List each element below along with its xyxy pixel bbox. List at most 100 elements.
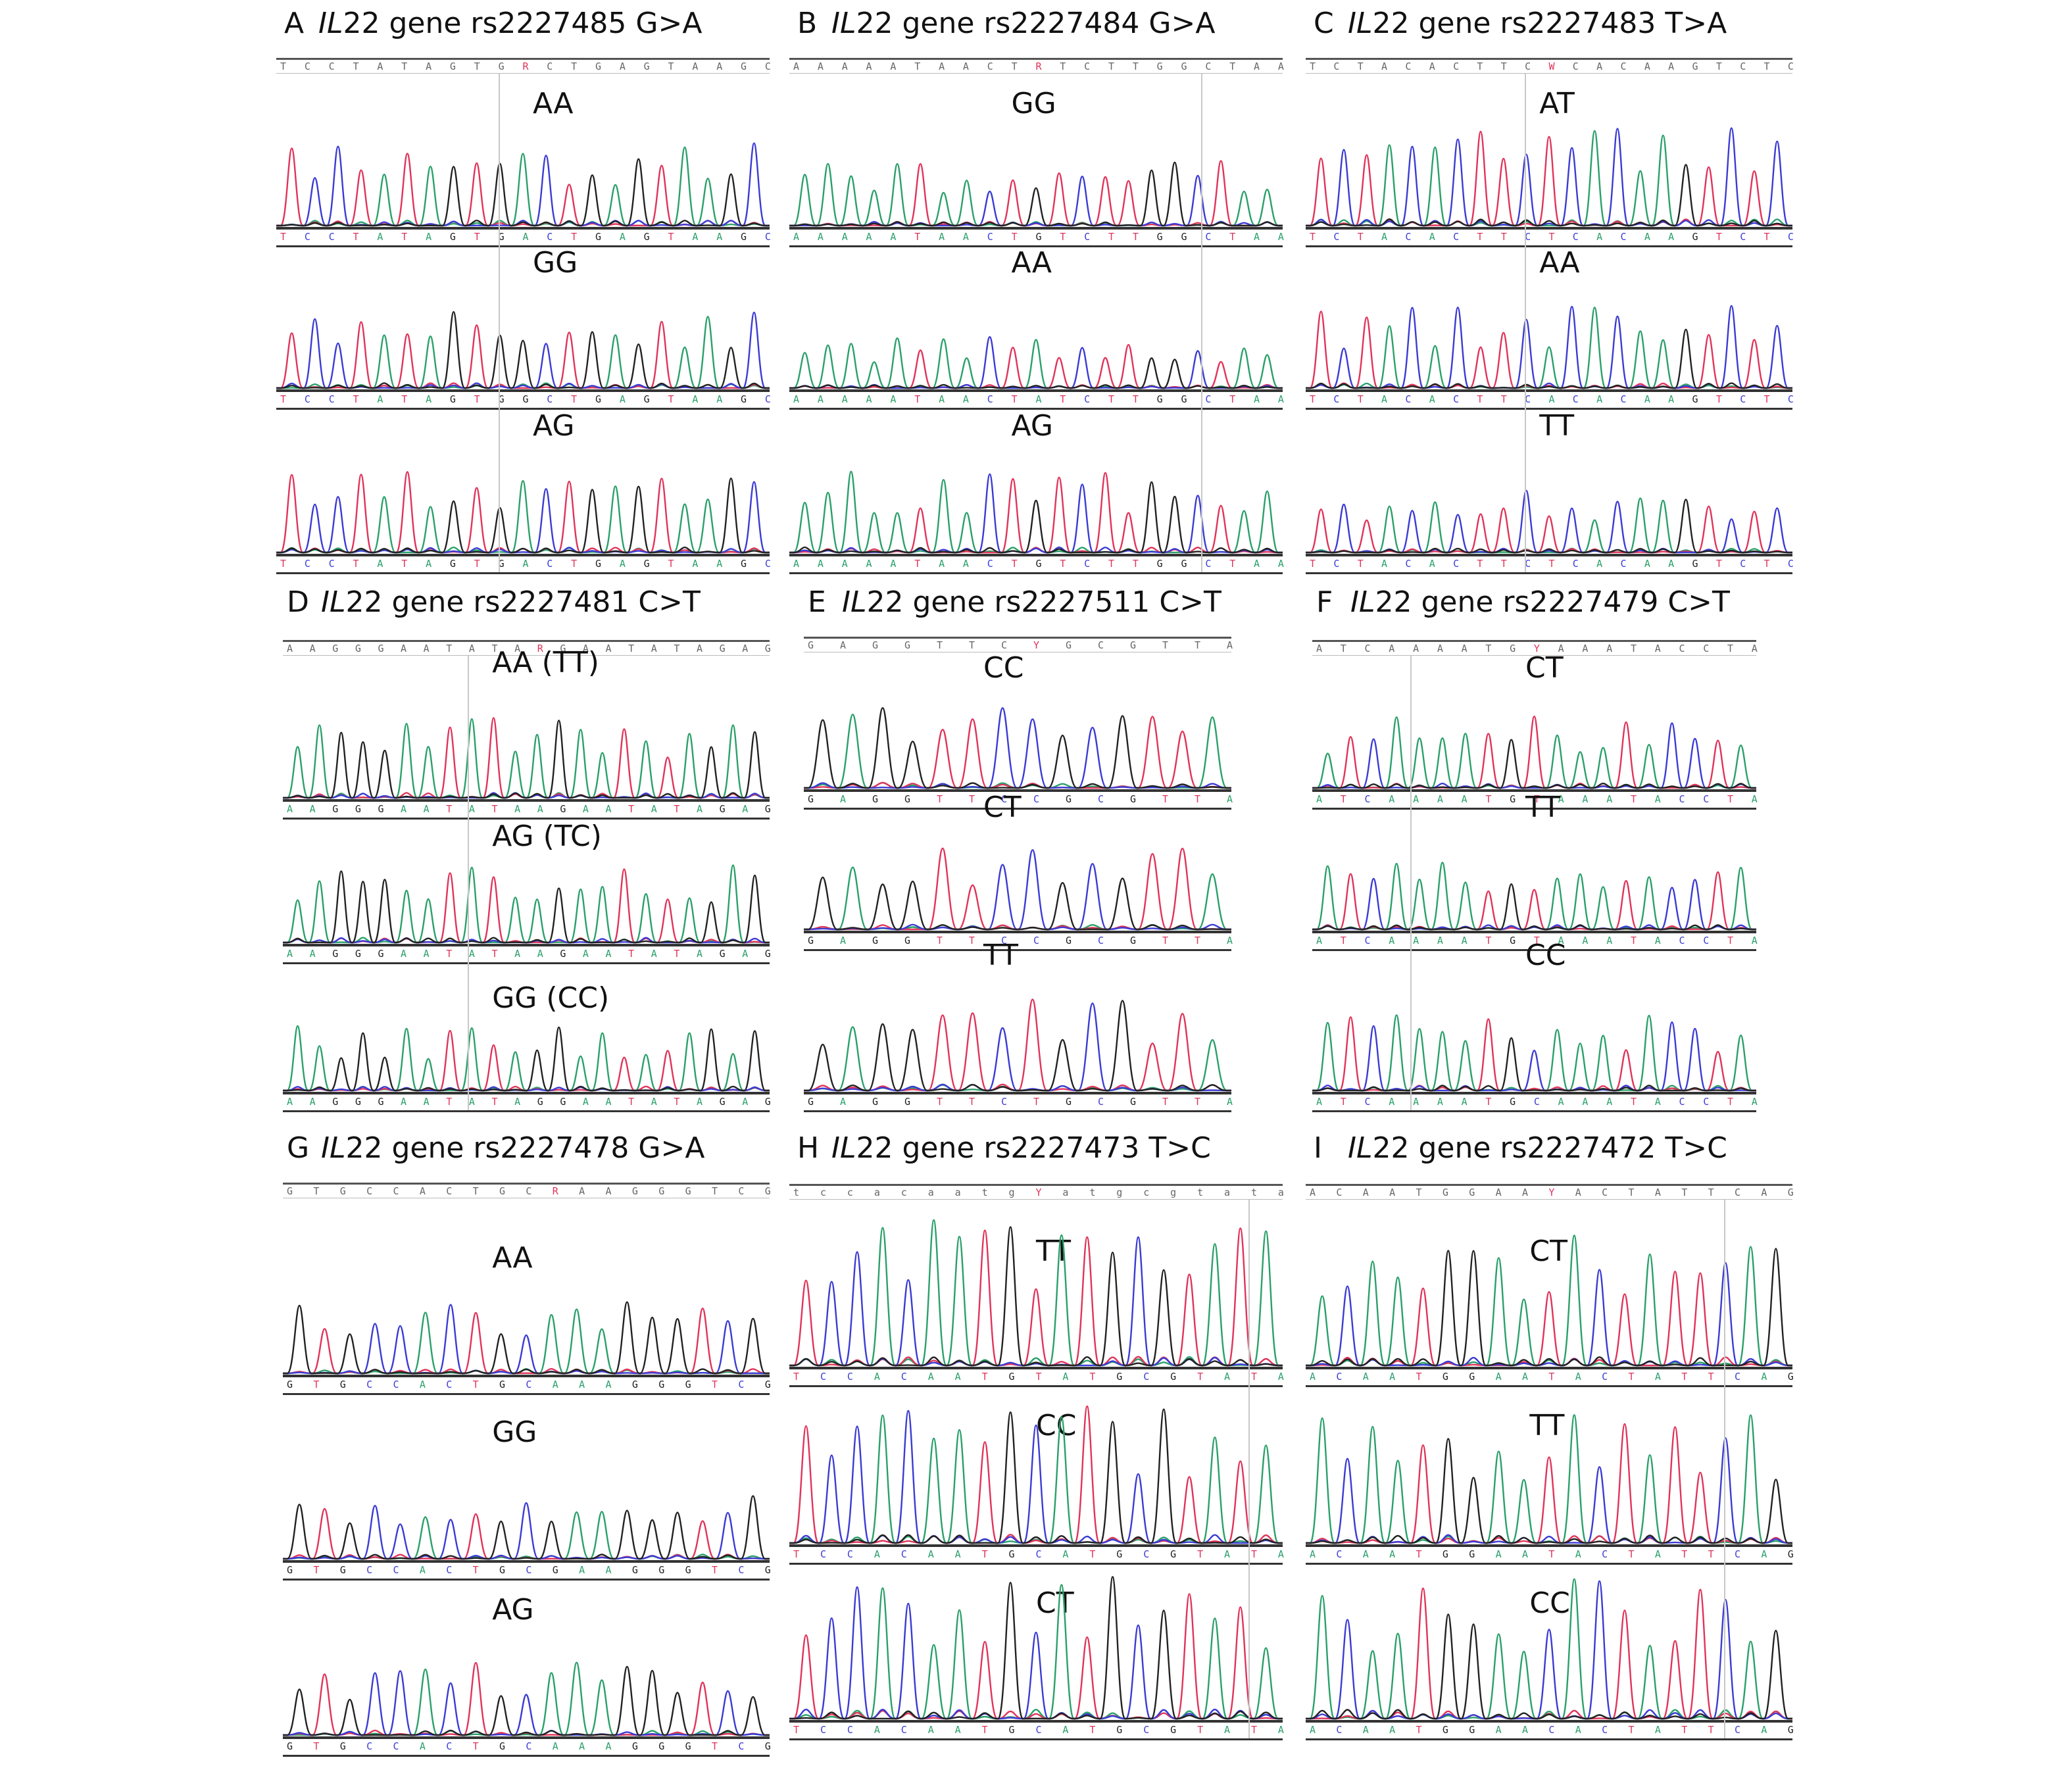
trace-plot	[1306, 127, 1792, 227]
base-call: G	[631, 1740, 638, 1752]
base-call: A	[514, 948, 521, 960]
ref-base: T	[1229, 61, 1236, 72]
base-call: A	[890, 393, 897, 405]
base-call: A	[927, 1371, 934, 1383]
base-call: T	[1197, 1724, 1204, 1736]
genotype-label: GG	[533, 246, 578, 280]
trace-g	[1306, 164, 1792, 227]
base-call: C	[1336, 1371, 1343, 1383]
ref-base: A	[1362, 1187, 1369, 1198]
baseline-bottom	[1306, 408, 1792, 410]
trace-plot	[283, 1495, 770, 1560]
baseline	[283, 1736, 770, 1739]
baseline	[804, 789, 1231, 792]
genotype-label: TT	[983, 939, 1018, 972]
base-call: T	[491, 1096, 498, 1108]
base-call: A	[1413, 1096, 1419, 1108]
baseline-bottom	[789, 245, 1283, 247]
base-call: T	[1727, 793, 1734, 805]
base-call: G	[332, 1096, 339, 1108]
baseline	[789, 389, 1283, 392]
base-call: T	[1250, 1724, 1257, 1736]
baseline-bottom	[1312, 1110, 1756, 1112]
base-call: A	[1575, 1548, 1581, 1560]
base-call: A	[1362, 1724, 1369, 1736]
ref-base: A	[962, 61, 969, 72]
ref-base: A	[1558, 643, 1564, 654]
base-call: A	[651, 803, 657, 815]
baseline-bottom	[283, 962, 770, 964]
base-call: T	[401, 393, 408, 405]
base-call: C	[1453, 558, 1460, 570]
base-call: T	[1548, 558, 1555, 570]
ref-base: A	[890, 61, 897, 72]
base-call: T	[1485, 935, 1492, 946]
base-call: T	[313, 1564, 320, 1576]
base-call: G	[449, 558, 456, 570]
base-call: A	[962, 231, 969, 243]
ref-base: T	[571, 61, 578, 72]
base-call: A	[840, 793, 847, 805]
base-call: A	[716, 393, 723, 405]
base-call: G	[449, 231, 456, 243]
trace-a	[789, 1584, 1283, 1720]
base-call: C	[764, 231, 771, 243]
base-call: A	[874, 1371, 880, 1383]
base-call: A	[537, 803, 543, 815]
trace-a	[789, 337, 1283, 389]
base-call: A	[1413, 935, 1419, 946]
baseline	[789, 1544, 1283, 1547]
base-call: T	[914, 231, 921, 243]
base-call: T	[571, 558, 578, 570]
gene-name: IL	[318, 7, 343, 40]
base-call: C	[1143, 1371, 1150, 1383]
panel-title: A IL22 gene rs2227485 G>A	[284, 5, 702, 42]
base-call: A	[1558, 793, 1564, 805]
base-call: C	[764, 393, 771, 405]
genotype-label: CT	[1525, 651, 1564, 685]
trace-a	[1312, 716, 1756, 789]
baseline-bottom	[283, 1579, 770, 1581]
baseline	[1306, 1544, 1792, 1547]
base-call: C	[1035, 1724, 1042, 1736]
base-call: C	[1033, 935, 1040, 946]
base-call: C	[446, 1379, 453, 1390]
base-call: A	[1522, 1724, 1529, 1736]
trace-t	[1306, 1270, 1792, 1367]
base-call: G	[631, 1379, 638, 1390]
base-call: T	[1035, 1371, 1042, 1383]
trace-g	[789, 1226, 1283, 1367]
base-call: A	[874, 1724, 880, 1736]
base-call: C	[738, 1379, 745, 1390]
trace-t	[789, 160, 1283, 227]
trace-g	[1306, 499, 1792, 554]
trace-plot	[1312, 715, 1756, 789]
base-call: C	[1333, 558, 1340, 570]
base-call: A	[841, 558, 848, 570]
snp-title: 22 gene rs2227479 C>T	[1375, 585, 1730, 619]
ref-base: c	[820, 1187, 826, 1198]
trace-t	[1306, 505, 1792, 554]
base-call: C	[1205, 393, 1212, 405]
baseline	[789, 554, 1283, 556]
trace-a	[789, 1414, 1283, 1544]
base-call: T	[1764, 393, 1770, 405]
trace-a	[276, 316, 770, 389]
base-call: A	[1277, 1724, 1284, 1736]
ref-base: c	[847, 1187, 853, 1198]
genotype-label: AA (TT)	[492, 646, 599, 679]
base-call: T	[1416, 1548, 1422, 1560]
base-call: T	[1197, 1548, 1204, 1560]
base-call: A	[522, 558, 529, 570]
base-call: T	[474, 393, 480, 405]
baseline	[1312, 789, 1756, 792]
snp-title: 22 gene rs2227485 G>A	[343, 7, 703, 40]
gene-name: IL	[321, 585, 346, 619]
ref-base: A	[840, 639, 847, 651]
base-call: C	[900, 1724, 907, 1736]
base-call: C	[764, 558, 771, 570]
base-call: A	[537, 948, 543, 960]
